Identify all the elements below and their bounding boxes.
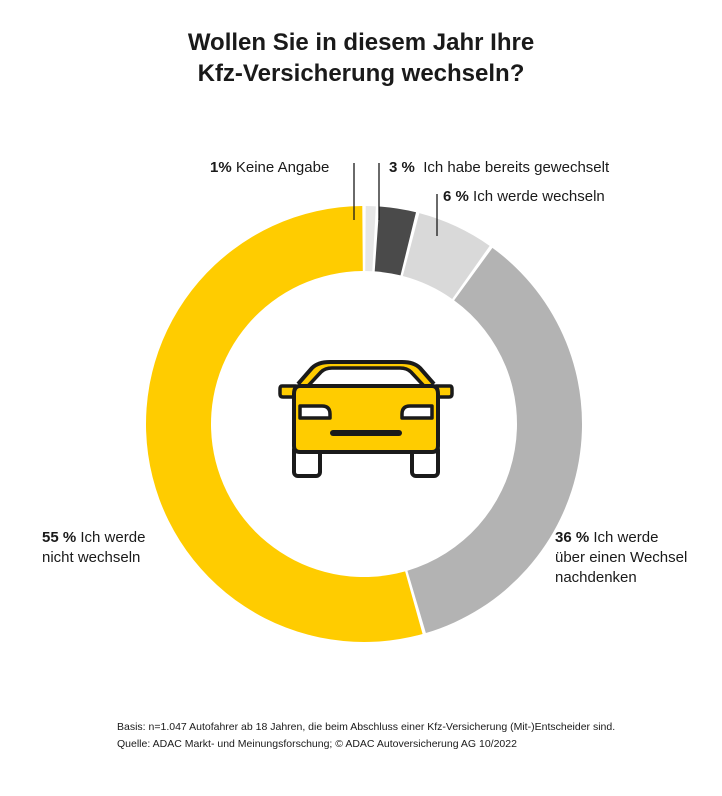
slice-nicht-wechseln: [146, 206, 423, 643]
slice-werde-wechseln: [402, 213, 490, 299]
leader-lines: [353, 163, 438, 236]
slice-text: Ich werde wechseln: [473, 188, 605, 205]
slice-label-werde-wechseln: 6 % Ich werde wechseln: [443, 187, 605, 207]
slice-label-keine-angabe: 1% Keine Angabe: [210, 158, 329, 178]
slice-nachdenken: [407, 247, 582, 634]
slice-line-1: 55 % Ich werde: [42, 528, 145, 548]
footer-basis: Basis: n=1.047 Autofahrer ab 18 Jahren, …: [117, 721, 616, 733]
footer-source: Quelle: ADAC Markt- und Meinungsforschun…: [117, 738, 517, 750]
slice-pct: 55 %: [42, 529, 77, 546]
slice-pct: 1%: [210, 159, 232, 176]
slice-line-3: nachdenken: [555, 569, 637, 586]
slice-bereits-gewechselt: [374, 206, 417, 276]
slice-pct: 36 %: [555, 529, 590, 546]
slice-line-2: über einen Wechsel: [555, 549, 688, 566]
slice-text: Keine Angabe: [235, 159, 330, 176]
slice-line-2: nicht wechseln: [42, 549, 141, 566]
slice-text: Ich werde: [80, 529, 146, 546]
slice-label-nachdenken: 36 % Ich werde über einen Wechsel nachde…: [555, 528, 687, 588]
slice-pct: 3 %: [389, 159, 415, 176]
slice-line-1: 36 % Ich werde: [555, 528, 687, 548]
chart-title-line-2: Kfz-Versicherung wechseln?: [197, 60, 525, 87]
donut-slices: [146, 206, 582, 643]
slice-text: Ich habe bereits gewechselt: [423, 159, 610, 176]
slice-keine-angabe: [365, 206, 376, 272]
slice-text: Ich werde: [593, 529, 659, 546]
footer-notes: Basis: n=1.047 Autofahrer ab 18 Jahren, …: [117, 719, 615, 753]
chart-title-line-1: Wollen Sie in diesem Jahr Ihre: [187, 29, 535, 56]
slice-label-bereits-gewechselt: 3 % Ich habe bereits gewechselt: [389, 158, 609, 178]
slice-pct: 6 %: [443, 188, 469, 205]
car-icon: [278, 360, 454, 478]
slice-label-nicht-wechseln: 55 % Ich werde nicht wechseln: [42, 528, 145, 568]
chart-title: Wollen Sie in diesem Jahr Ihre Kfz-Versi…: [0, 27, 722, 89]
